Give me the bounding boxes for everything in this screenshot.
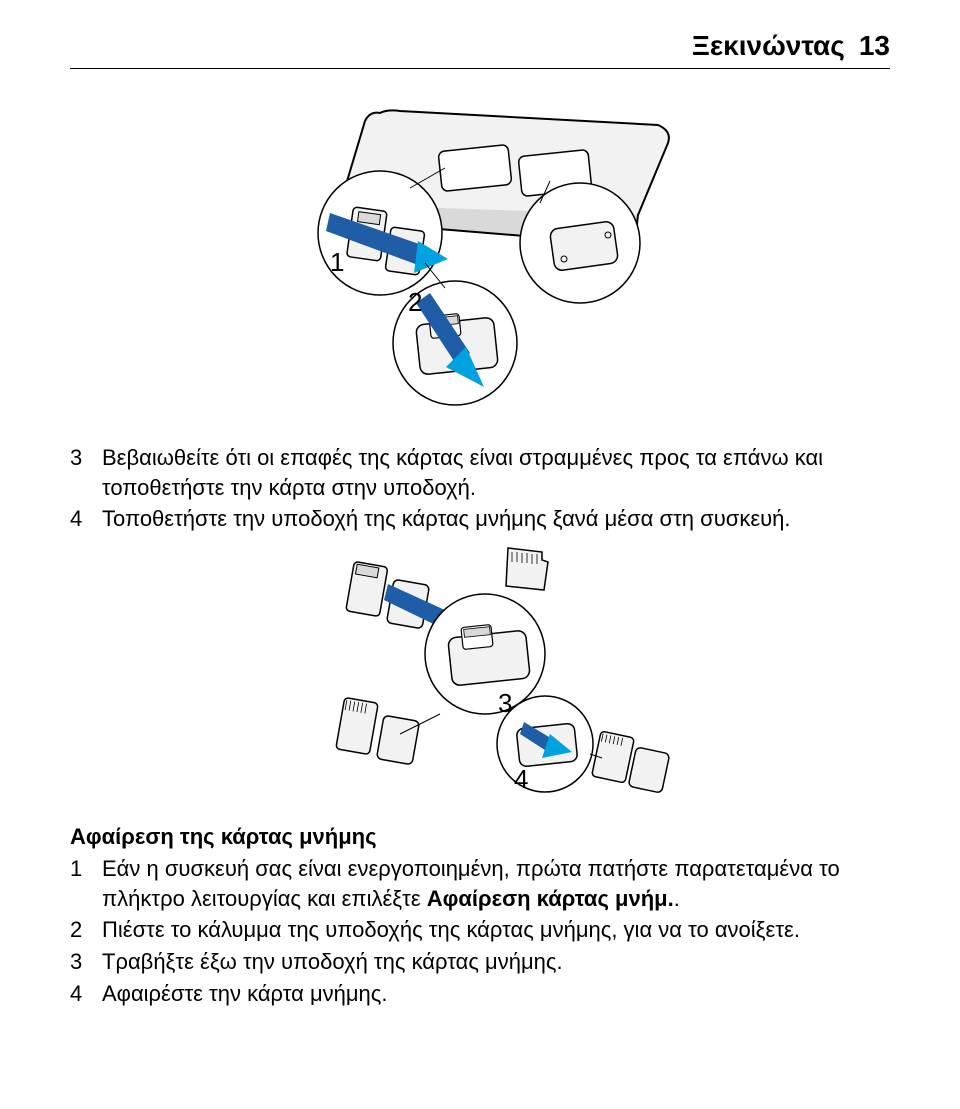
step-num: 4 bbox=[70, 979, 102, 1009]
page-number: 13 bbox=[859, 30, 890, 61]
step-text: Αφαιρέστε την κάρτα μνήμης. bbox=[102, 979, 388, 1009]
illustration-2-svg: 3 4 bbox=[270, 544, 690, 794]
illustration-1: 1 2 bbox=[70, 93, 890, 413]
section-b-heading: Αφαίρεση της κάρτας μνήμης bbox=[70, 824, 890, 850]
callout-4-label: 4 bbox=[514, 764, 528, 794]
step-b-4: 4 Αφαιρέστε την κάρτα μνήμης. bbox=[70, 979, 890, 1009]
step-b-1: 1 Εάν η συσκευή σας είναι ενεργοποιημένη… bbox=[70, 854, 890, 913]
bold-option: Αφαίρεση κάρτας μνήμ. bbox=[427, 886, 674, 911]
step-text: Τραβήξτε έξω την υποδοχή της κάρτας μνήμ… bbox=[102, 947, 563, 977]
steps-a: 3 Βεβαιωθείτε ότι οι επαφές της κάρτας ε… bbox=[70, 443, 890, 534]
steps-b: 1 Εάν η συσκευή σας είναι ενεργοποιημένη… bbox=[70, 854, 890, 1008]
step-text: Εάν η συσκευή σας είναι ενεργοποιημένη, … bbox=[102, 854, 890, 913]
step-b-2: 2 Πιέστε το κάλυμμα της υποδοχής της κάρ… bbox=[70, 915, 890, 945]
step-num: 2 bbox=[70, 915, 102, 945]
illustration-2: 3 4 bbox=[70, 544, 890, 794]
step-text: Βεβαιωθείτε ότι οι επαφές της κάρτας είν… bbox=[102, 443, 890, 502]
step-a-4: 4 Τοποθετήστε την υποδοχή της κάρτας μνή… bbox=[70, 504, 890, 534]
step-text: Πιέστε το κάλυμμα της υποδοχής της κάρτα… bbox=[102, 915, 800, 945]
step-num: 3 bbox=[70, 443, 102, 502]
step-num: 3 bbox=[70, 947, 102, 977]
callout-2-label: 2 bbox=[408, 287, 422, 317]
illustration-1-svg: 1 2 bbox=[270, 93, 690, 413]
step-b-3: 3 Τραβήξτε έξω την υποδοχή της κάρτας μν… bbox=[70, 947, 890, 977]
page-header: Ξεκινώντας 13 bbox=[70, 30, 890, 69]
step-text: Τοποθετήστε την υποδοχή της κάρτας μνήμη… bbox=[102, 504, 791, 534]
step-num: 4 bbox=[70, 504, 102, 534]
callout-1-label: 1 bbox=[330, 247, 344, 277]
step-a-3: 3 Βεβαιωθείτε ότι οι επαφές της κάρτας ε… bbox=[70, 443, 890, 502]
step-num: 1 bbox=[70, 854, 102, 913]
header-title: Ξεκινώντας bbox=[692, 30, 845, 61]
